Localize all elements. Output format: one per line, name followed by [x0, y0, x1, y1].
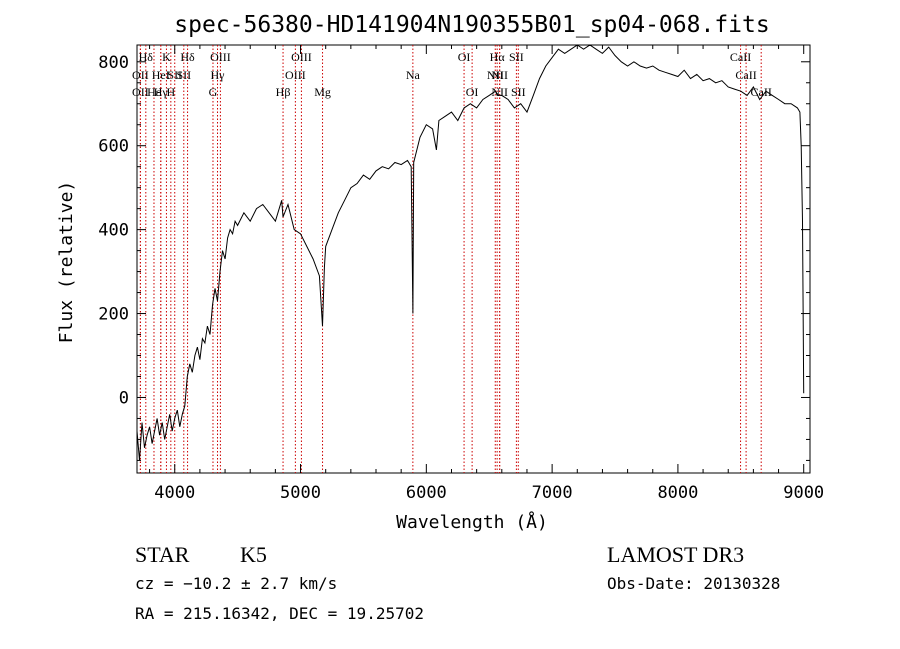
y-tick-label: 400 — [98, 221, 129, 241]
x-tick-label: 6000 — [406, 483, 447, 503]
spectral-line-label: Hα — [490, 50, 506, 64]
y-tick-label: 800 — [98, 53, 129, 73]
y-axis-ticks: 0 200 400 600 800 — [98, 53, 810, 461]
y-tick-label: 600 — [98, 137, 129, 157]
x-axis-label: Wavelength (Å) — [396, 511, 548, 533]
spectral-line-label: HeI — [152, 68, 170, 82]
x-tick-label: 9000 — [783, 483, 824, 503]
spectral-line-label: Mg — [314, 85, 331, 99]
spectral-line-label: K — [162, 50, 171, 64]
x-tick-label: 7000 — [532, 483, 573, 503]
x-axis-ticks: 4000 5000 6000 7000 8000 9000 — [149, 45, 824, 503]
spectral-line-label: OII — [132, 68, 149, 82]
spectral-line-label: Hγ — [211, 68, 226, 82]
spectral-line-label: OII — [132, 85, 149, 99]
spectral-line-label: Hδ — [180, 50, 195, 64]
observation-date: Obs-Date: 20130328 — [607, 574, 780, 593]
spectral-line-label: OIII — [285, 68, 306, 82]
spectral-line-label: G — [209, 85, 218, 99]
plot-frame — [136, 44, 811, 474]
spectral-line-label: OIII — [291, 50, 312, 64]
x-tick-label: 4000 — [154, 483, 195, 503]
spectral-line-label: Hγ — [154, 85, 169, 99]
spectrum-line — [136, 44, 805, 461]
spectral-line-label: CaII — [735, 68, 756, 82]
spectral-line-label: Na — [406, 68, 421, 82]
spectral-line-label: OI — [466, 85, 479, 99]
spectral-line-label: OI — [458, 50, 471, 64]
y-tick-label: 0 — [119, 388, 129, 408]
spectral-line-label: NII — [491, 85, 508, 99]
x-tick-label: 5000 — [280, 483, 321, 503]
spectral-line-label: CaII — [751, 85, 772, 99]
spectral-line-label: SII — [511, 85, 526, 99]
spectral-line-label: Hβ — [276, 85, 291, 99]
spectral-line-label: SII — [509, 50, 524, 64]
y-axis-label: Flux (relative) — [56, 181, 77, 344]
spectral-line-markers — [139, 45, 762, 473]
spectral-line-label: NII — [487, 68, 504, 82]
spectral-line-label: Hδ — [139, 50, 154, 64]
spectral-line-label: H — [167, 85, 176, 99]
y-tick-label: 200 — [98, 305, 129, 325]
spectral-line-label: SII — [167, 68, 182, 82]
x-tick-label: 8000 — [657, 483, 698, 503]
spectral-line-label: OIII — [210, 50, 231, 64]
spectral-line-label: CaII — [730, 50, 751, 64]
object-subclass: K5 — [240, 542, 267, 567]
spectral-line-label: NII — [491, 68, 508, 82]
object-class: STAR — [135, 542, 190, 567]
spectral-line-label: SII — [176, 68, 191, 82]
chart-title: spec-56380-HD141904N190355B01_sp04-068.f… — [174, 12, 769, 38]
redshift-readout: cz = −10.2 ± 2.7 km/s — [135, 574, 337, 593]
survey-name: LAMOST DR3 — [607, 542, 744, 567]
coordinates-readout: RA = 215.16342, DEC = 19.25702 — [135, 604, 424, 623]
spectral-line-label: Hε — [147, 85, 161, 99]
